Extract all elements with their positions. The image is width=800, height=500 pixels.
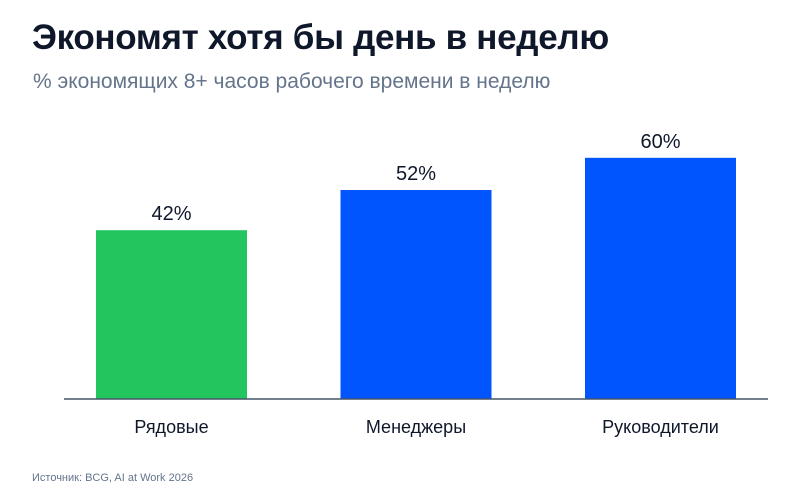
source-note: Источник: BCG, AI at Work 2026 — [32, 472, 194, 484]
labels-layer: 42% Рядовые 52% Менеджеры 60% Руководители — [134, 131, 718, 437]
bar-value-label: 52% — [396, 163, 436, 185]
bar-value-label: 60% — [640, 131, 680, 153]
bar-1 — [96, 230, 247, 399]
category-label: Руководители — [602, 417, 719, 437]
bar-value-label: 42% — [151, 203, 191, 225]
bars-layer — [96, 157, 736, 399]
chart-title: Экономят хотя бы день в неделю — [32, 18, 609, 57]
bar-2 — [340, 190, 492, 399]
chart-subtitle: % экономящих 8+ часов рабочего времени в… — [33, 70, 551, 93]
category-label: Менеджеры — [366, 417, 466, 437]
category-label: Рядовые — [134, 417, 208, 437]
bar-3 — [585, 157, 736, 399]
